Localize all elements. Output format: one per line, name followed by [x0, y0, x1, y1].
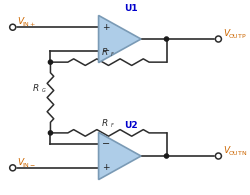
Circle shape — [48, 131, 52, 135]
Circle shape — [216, 36, 222, 42]
Text: $R$: $R$ — [101, 117, 108, 128]
Text: $\mathsf{OUTN}$: $\mathsf{OUTN}$ — [228, 149, 248, 157]
Text: U1: U1 — [124, 4, 138, 13]
Circle shape — [48, 60, 52, 64]
Text: $\mathit{V}$: $\mathit{V}$ — [18, 15, 26, 26]
Text: $_G$: $_G$ — [41, 86, 46, 95]
Text: $\mathsf{OUTP}$: $\mathsf{OUTP}$ — [228, 32, 247, 40]
Circle shape — [216, 153, 222, 159]
Text: −: − — [102, 46, 110, 56]
Text: −: − — [102, 139, 110, 149]
Circle shape — [164, 154, 168, 158]
Text: $\mathsf{IN-}$: $\mathsf{IN-}$ — [22, 161, 36, 169]
Polygon shape — [98, 15, 141, 63]
Text: $R$: $R$ — [101, 46, 108, 57]
Text: +: + — [102, 163, 110, 172]
Text: $\mathsf{IN+}$: $\mathsf{IN+}$ — [22, 20, 36, 28]
Text: U2: U2 — [124, 121, 138, 130]
Text: $_F$: $_F$ — [110, 51, 115, 59]
Text: $\mathit{V}$: $\mathit{V}$ — [223, 144, 232, 155]
Text: $\mathit{V}$: $\mathit{V}$ — [18, 156, 26, 167]
Polygon shape — [98, 132, 141, 180]
Circle shape — [164, 37, 168, 41]
Circle shape — [10, 165, 16, 171]
Text: $R$: $R$ — [32, 82, 39, 93]
Circle shape — [10, 24, 16, 30]
Text: $_F$: $_F$ — [110, 121, 115, 130]
Text: +: + — [102, 23, 110, 32]
Text: $\mathit{V}$: $\mathit{V}$ — [223, 27, 232, 38]
